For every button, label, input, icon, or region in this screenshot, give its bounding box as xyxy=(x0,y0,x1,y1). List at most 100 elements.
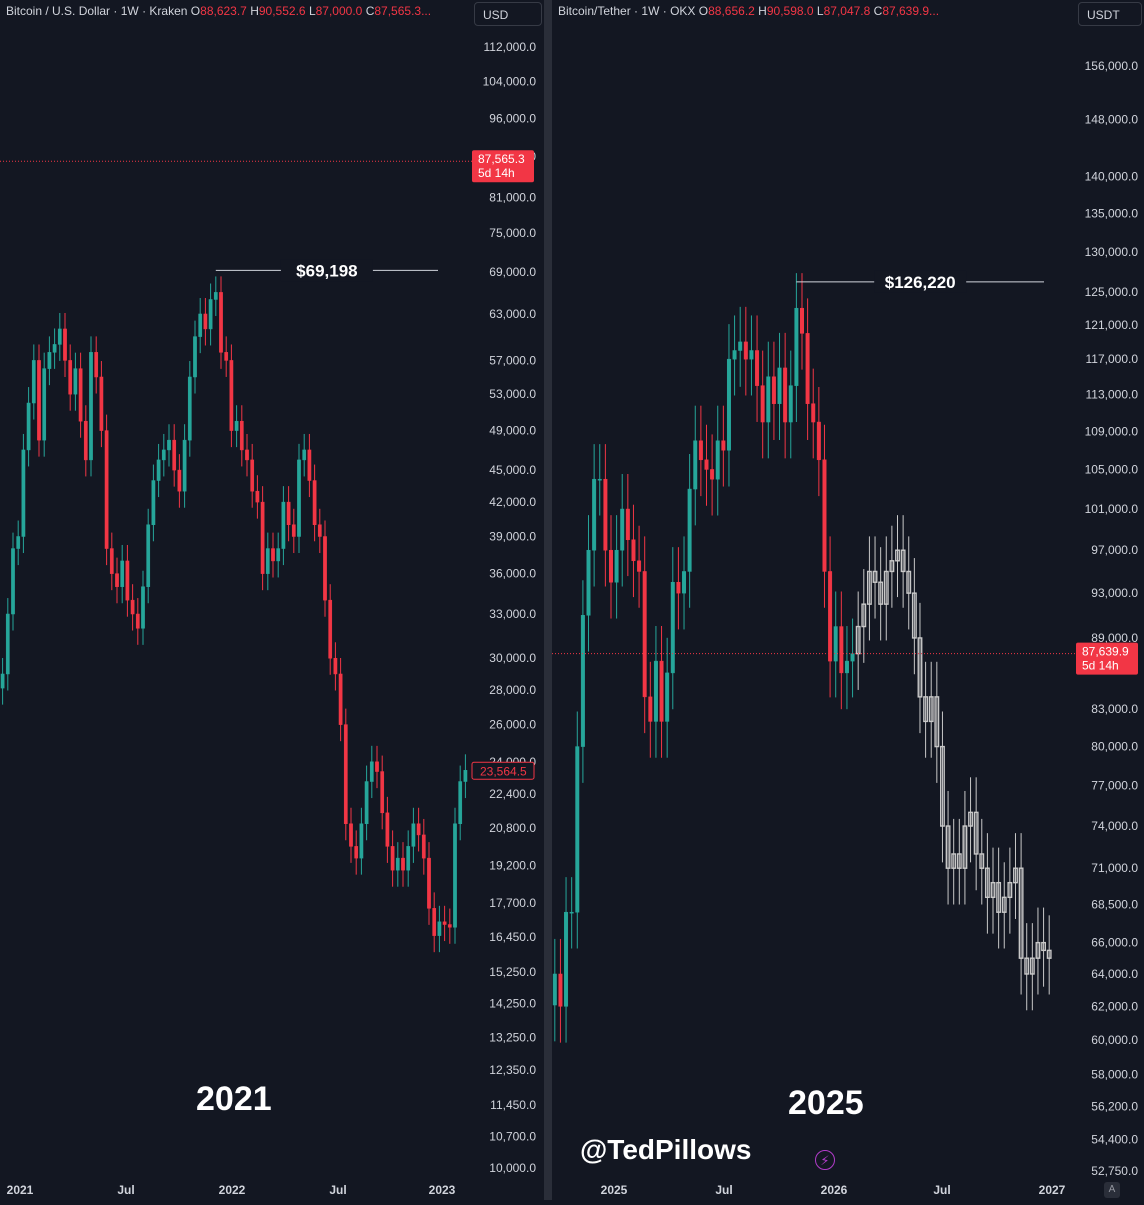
left-candle xyxy=(250,459,255,492)
right-candle xyxy=(569,911,574,914)
left-candle xyxy=(172,439,177,471)
left-candle xyxy=(385,812,390,847)
right-y-tick-label: 125,000.0 xyxy=(1085,285,1139,299)
left-candle xyxy=(406,846,411,871)
right-price-badge-value: 87,639.9 xyxy=(1082,645,1129,659)
right-candle xyxy=(788,385,793,423)
left-candle xyxy=(364,781,369,824)
left-candle xyxy=(411,823,416,847)
left-candle xyxy=(281,501,286,549)
right-chart-panel[interactable]: 156,000.0 148,000.0 140,000.0 135,000.0 130,… xyxy=(552,0,1144,1200)
left-candle xyxy=(380,771,385,814)
right-candle xyxy=(580,615,585,747)
right-projection-candle xyxy=(979,853,985,869)
left-candle xyxy=(63,328,67,361)
left-peak-label-bg xyxy=(280,259,373,282)
right-projection-candle xyxy=(906,570,912,594)
right-y-tick-label: 89,000.0 xyxy=(1091,631,1138,645)
right-candle xyxy=(558,973,563,1007)
right-candle xyxy=(665,672,670,722)
right-candle xyxy=(625,508,630,541)
left-candle xyxy=(395,857,400,871)
right-y-tick-label: 56,200.0 xyxy=(1091,1099,1138,1113)
left-candle xyxy=(416,823,421,836)
left-candle xyxy=(432,908,437,936)
right-projection-candle xyxy=(1035,941,1041,959)
left-candle xyxy=(78,368,83,422)
auto-scale-icon[interactable]: A xyxy=(1104,1182,1120,1198)
right-projection-candle xyxy=(866,570,872,605)
left-x-tick-label: Jul xyxy=(117,1183,134,1197)
left-candle xyxy=(68,360,73,395)
right-exchange: OKX xyxy=(670,4,696,18)
right-candle xyxy=(637,560,642,572)
right-y-tick-label: 80,000.0 xyxy=(1091,740,1138,754)
left-candle xyxy=(343,724,348,824)
panel-divider[interactable] xyxy=(544,0,552,1200)
right-candle xyxy=(642,571,647,698)
right-y-tick-label: 77,000.0 xyxy=(1091,779,1138,793)
left-candle xyxy=(94,352,99,378)
left-candle xyxy=(182,439,187,492)
right-projection-candle xyxy=(872,570,878,583)
author-watermark: @TedPillows xyxy=(580,1134,752,1165)
left-y-tick-label: 15,250.0 xyxy=(489,965,536,979)
left-y-tick-label: 49,000.0 xyxy=(489,424,536,438)
left-y-tick-label: 22,400.0 xyxy=(489,787,536,801)
right-candle xyxy=(586,549,591,616)
left-y-tick-label: 45,000.0 xyxy=(489,463,536,477)
right-candle xyxy=(766,376,771,423)
right-candle xyxy=(603,478,608,551)
left-candle xyxy=(224,352,229,361)
right-candle xyxy=(828,571,833,662)
right-candle xyxy=(811,403,816,423)
left-candle xyxy=(208,299,213,330)
right-projection-candle xyxy=(990,881,996,899)
right-x-tick-label: Jul xyxy=(933,1183,950,1197)
right-projection-candle xyxy=(956,853,962,869)
lightning-icon[interactable]: ⚡ xyxy=(815,1150,835,1170)
right-candle xyxy=(777,367,782,404)
left-symbol: Bitcoin / U.S. Dollar xyxy=(6,4,111,18)
left-y-tick-label: 104,000.0 xyxy=(483,74,537,88)
left-currency-button[interactable]: USD xyxy=(474,2,542,26)
left-chart-panel[interactable]: 112,000.0104,000.096,000.088,500.081,000… xyxy=(0,0,544,1200)
left-price-badge-countdown: 5d 14h xyxy=(478,166,515,180)
left-candle xyxy=(47,352,52,369)
right-projection-candle xyxy=(945,825,951,869)
right-candle xyxy=(794,307,799,386)
left-candle xyxy=(453,823,457,928)
right-peak-label: $126,220 xyxy=(885,273,956,292)
right-candle xyxy=(597,478,602,481)
right-chart-svg[interactable]: 156,000.0 148,000.0 140,000.0 135,000.0 130,… xyxy=(552,0,1144,1200)
right-price-badge-countdown: 5d 14h xyxy=(1082,659,1119,673)
left-candle xyxy=(167,439,171,451)
left-chart-svg[interactable]: 112,000.0104,000.096,000.088,500.081,000… xyxy=(0,0,544,1200)
left-candle xyxy=(115,573,119,587)
right-candle xyxy=(682,571,687,594)
right-y-tick-label: 64,000.0 xyxy=(1091,967,1138,981)
left-candle xyxy=(135,613,140,629)
right-candle xyxy=(738,341,743,351)
right-y-tick-label: 66,000.0 xyxy=(1091,936,1138,950)
right-candle xyxy=(783,367,788,423)
left-candle xyxy=(229,360,234,431)
right-low: 87,047.8 xyxy=(823,4,871,18)
right-candle xyxy=(805,333,810,404)
left-y-tick-label: 17,700.0 xyxy=(489,896,536,910)
right-peak-label-bg xyxy=(874,270,967,293)
left-candle xyxy=(260,501,265,574)
right-candle xyxy=(552,973,557,1006)
left-y-tick-label: 12,350.0 xyxy=(489,1063,536,1077)
left-candle xyxy=(16,536,21,549)
right-candle xyxy=(592,478,597,551)
left-candle xyxy=(156,459,161,481)
right-candle xyxy=(816,421,821,461)
left-candle xyxy=(291,524,296,537)
left-candle xyxy=(297,459,301,537)
right-y-tick-label: 83,000.0 xyxy=(1091,702,1138,716)
left-y-tick-label: 28,000.0 xyxy=(489,683,536,697)
right-currency-button[interactable]: USDT xyxy=(1078,2,1142,26)
right-candle xyxy=(710,469,715,480)
right-candle xyxy=(631,539,636,562)
